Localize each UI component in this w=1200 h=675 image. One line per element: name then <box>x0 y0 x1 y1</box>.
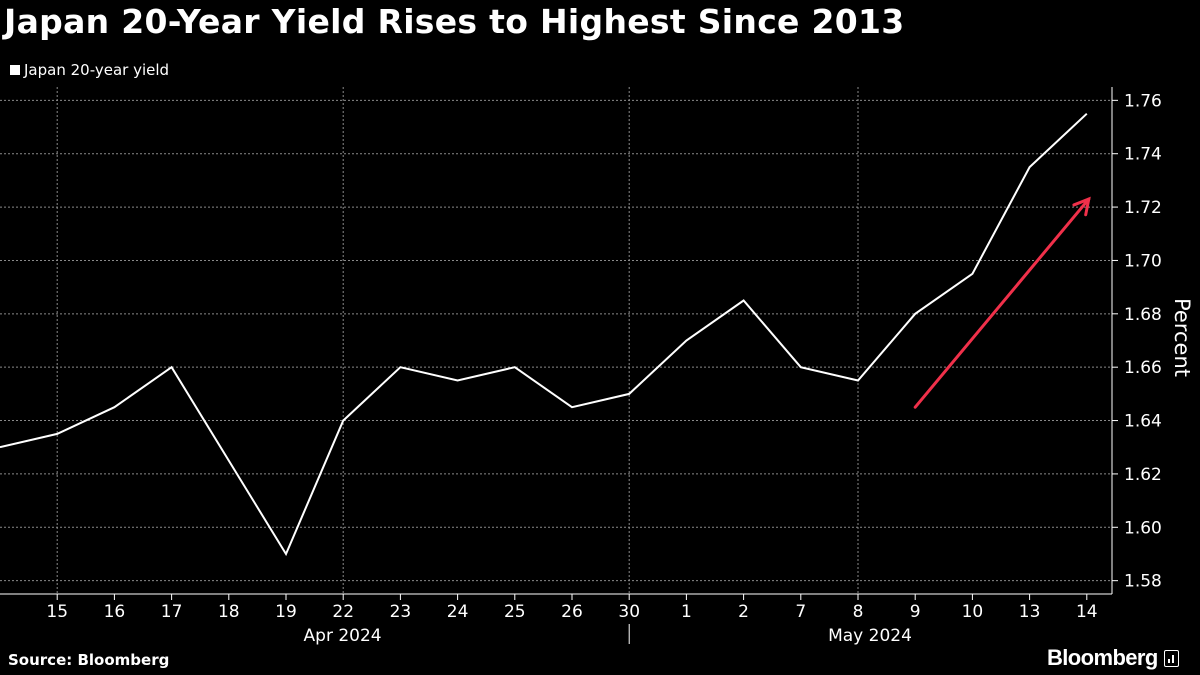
month-label: Apr 2024 <box>304 626 382 646</box>
x-tick-label: 30 <box>618 602 640 622</box>
trend-arrow-head <box>1072 196 1091 217</box>
x-tick-label: 1 <box>681 602 692 622</box>
x-tick-label: 26 <box>561 602 583 622</box>
x-tick-label: 8 <box>853 602 864 622</box>
month-label: May 2024 <box>828 626 912 646</box>
y-axis-title: Percent <box>1170 298 1194 377</box>
annotation-layer <box>913 196 1091 409</box>
x-tick-label: 17 <box>161 602 183 622</box>
y-tick-label: 1.58 <box>1124 572 1162 592</box>
chart-title: Japan 20-Year Yield Rises to Highest Sin… <box>4 2 905 41</box>
bloomberg-logo: Bloomberg <box>1047 645 1179 671</box>
source-note: Source: Bloomberg <box>8 651 170 669</box>
chart-icon <box>1163 649 1179 667</box>
x-tick-label: 13 <box>1019 602 1041 622</box>
x-tick-label: 25 <box>504 602 526 622</box>
x-tick-label: 24 <box>447 602 469 622</box>
y-tick-label: 1.60 <box>1124 518 1162 538</box>
y-tick-label: 1.72 <box>1124 198 1162 218</box>
legend-swatch <box>10 65 20 75</box>
y-tick-label: 1.76 <box>1124 91 1162 111</box>
x-tick-label: 10 <box>962 602 984 622</box>
series-layer <box>0 112 1088 557</box>
legend-label: Japan 20-year yield <box>24 61 170 79</box>
axis-layer: 1.58 1.60 1.62 1.64 1.66 1.68 1.70 1.72 1.74 1.76… <box>0 87 1194 646</box>
x-tick-label: 23 <box>390 602 412 622</box>
y-tick-label: 1.74 <box>1124 145 1162 165</box>
x-tick-label: 7 <box>795 602 806 622</box>
y-tick-label: 1.62 <box>1124 465 1162 485</box>
x-tick-label: 14 <box>1076 602 1098 622</box>
series-line <box>0 112 1088 557</box>
x-tick-label: 22 <box>332 602 354 622</box>
y-tick-label: 1.64 <box>1124 412 1162 432</box>
y-tick-label: 1.68 <box>1124 305 1162 325</box>
x-tick-label: 15 <box>46 602 68 622</box>
x-tick-label: 18 <box>218 602 240 622</box>
x-tick-label: 9 <box>910 602 921 622</box>
y-tick-label: 1.70 <box>1124 251 1162 271</box>
x-tick-label: 2 <box>738 602 749 622</box>
brand-name: Bloomberg <box>1047 645 1158 670</box>
trend-arrow-shaft <box>913 197 1091 409</box>
x-tick-label: 19 <box>275 602 297 622</box>
grid-layer <box>0 87 1112 594</box>
legend: Japan 20-year yield <box>10 61 169 79</box>
x-tick-label: 16 <box>104 602 126 622</box>
y-tick-label: 1.66 <box>1124 358 1162 378</box>
